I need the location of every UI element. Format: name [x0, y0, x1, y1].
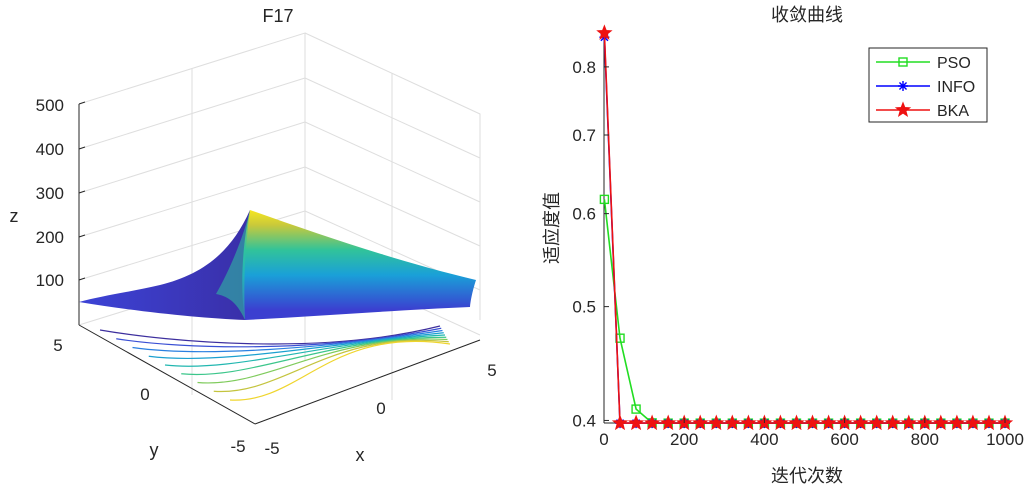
series-pso	[599, 194, 1010, 428]
data-point	[724, 414, 741, 431]
convergence-title: 收敛曲线	[771, 5, 843, 26]
y-tick-label: 0.6	[572, 205, 596, 224]
y-tick-label: -5	[230, 437, 245, 456]
data-point	[611, 414, 629, 431]
x-tick-label: 600	[830, 430, 858, 449]
z-tick-marks	[78, 101, 86, 281]
x-tick-label: -5	[264, 439, 279, 458]
data-point	[740, 414, 757, 431]
data-point	[980, 414, 998, 431]
data-point	[772, 414, 789, 431]
contour-line	[164, 334, 446, 367]
surface-left-face	[79, 210, 250, 320]
contour-line	[148, 332, 444, 360]
surface-main-face	[242, 210, 476, 320]
x-tick-label: 0	[599, 430, 608, 449]
y-tick-label: 0.4	[572, 411, 596, 430]
z-axis-label: z	[10, 206, 19, 226]
x-tick-label: 200	[670, 430, 698, 449]
z-tick-label: 500	[36, 96, 64, 115]
data-point	[852, 414, 869, 431]
data-point	[596, 24, 613, 40]
x-tick-label: 5	[487, 361, 496, 380]
surface-plot: F17 100 200 300 400 500 z -5 0 5 y -5 0 …	[10, 6, 497, 465]
data-point	[631, 404, 641, 414]
convergence-y-label: 适应度值	[542, 192, 563, 264]
convergence-ticks: 0 200 400 600 800 1000 0.4 0.5 0.6 0.7 0.8	[572, 58, 1024, 449]
z-tick-label: 400	[36, 140, 64, 159]
x-tick-label: 400	[750, 430, 778, 449]
surface-ridge-highlight	[216, 210, 250, 320]
contour-line	[116, 327, 442, 348]
z-tick-label: 200	[36, 228, 64, 247]
legend-entry: BKA	[876, 101, 969, 120]
y-tick-label: 0	[140, 385, 149, 404]
surface-axis-lines	[78, 104, 481, 425]
legend: PSO INFO BKA	[868, 47, 988, 123]
legend-entry: INFO	[876, 79, 975, 96]
surface-title: F17	[262, 6, 293, 26]
contour-line	[229, 340, 451, 401]
contour-line	[197, 338, 448, 384]
data-point	[884, 414, 901, 431]
data-point	[820, 414, 837, 431]
z-tick-label: 100	[36, 271, 64, 290]
legend-label: BKA	[937, 103, 969, 120]
data-point	[948, 414, 966, 431]
data-point	[708, 414, 725, 431]
x-tick-label: 800	[911, 430, 939, 449]
contour-line	[213, 339, 449, 393]
series-line	[603, 199, 1005, 424]
data-point	[898, 57, 908, 67]
contour-line	[132, 329, 443, 353]
convergence-plot: 收敛曲线 0 200 400 600 800 1000 0.4 0.5 0.6 0.7 0.8 迭代…	[542, 5, 1024, 486]
contour-line	[181, 336, 447, 376]
data-point	[692, 414, 709, 431]
y-tick-label: 0.7	[572, 126, 596, 145]
data-point	[804, 414, 821, 431]
data-point	[894, 101, 912, 118]
data-point	[932, 414, 950, 431]
x-tick-label: 1000	[986, 430, 1024, 449]
y-tick-label: 0.8	[572, 58, 596, 77]
legend-label: INFO	[937, 79, 975, 96]
y-axis-label: y	[150, 440, 159, 460]
data-point	[659, 414, 677, 431]
y-tick-label: 5	[53, 336, 62, 355]
data-point	[788, 414, 805, 431]
data-point	[898, 81, 908, 91]
z-tick-label: 300	[36, 184, 64, 203]
convergence-x-label: 迭代次数	[771, 466, 843, 486]
legend-entry: PSO	[876, 55, 971, 72]
data-point	[627, 414, 645, 431]
x-axis-label: x	[356, 445, 365, 465]
data-point	[900, 414, 917, 431]
surface-grid	[78, 32, 481, 400]
data-point	[868, 414, 885, 431]
x-tick-label: 0	[376, 399, 385, 418]
data-point	[643, 414, 661, 431]
data-point	[599, 194, 610, 205]
floor-contours	[99, 325, 451, 401]
data-point	[964, 414, 982, 431]
y-tick-label: 0.5	[572, 298, 596, 317]
legend-label: PSO	[937, 55, 971, 72]
contour-line	[99, 325, 441, 345]
